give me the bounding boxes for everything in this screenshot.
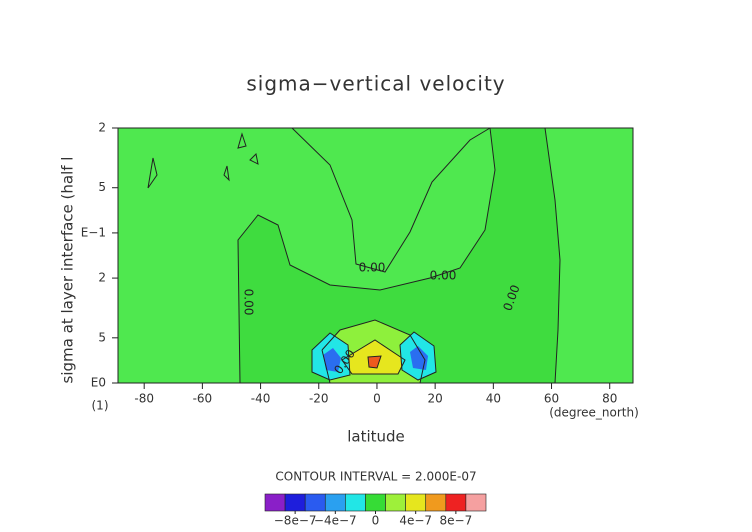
colorbar-tick-label: 4e−7 (399, 514, 432, 528)
x-tick-label: 20 (428, 392, 443, 406)
colorbar-box (324, 493, 346, 512)
contour-label: 0.00 (430, 269, 457, 283)
contour-line (237, 127, 496, 384)
field-region (292, 128, 490, 272)
contour-interval: CONTOUR INTERVAL = 2.000E-07 (275, 470, 476, 484)
contour-line (311, 331, 437, 381)
x-tick-label: -60 (193, 392, 213, 406)
y-axis-label: sigma at layer interface (half l (59, 157, 77, 384)
colorbar-box (465, 493, 487, 512)
colorbar-tick-label: 8e−7 (440, 514, 473, 528)
x-tick-label: 40 (486, 392, 501, 406)
x-tick-label: -20 (309, 392, 329, 406)
chart-title: sigma−vertical velocity (246, 72, 505, 96)
colorbar-box (445, 493, 467, 512)
colorbar-box (365, 493, 386, 512)
colorbar-tick-label: −4e−7 (314, 514, 357, 528)
x-tick-label: 0 (373, 392, 381, 406)
contour-line (321, 319, 426, 384)
colorbar-tick-label: −8e−7 (274, 514, 317, 528)
plot-frame (117, 127, 634, 384)
field-region (238, 128, 560, 383)
colorbar-box (345, 493, 366, 512)
contour-line (367, 355, 382, 369)
colorbar-box (385, 493, 406, 512)
contour-label: 0.00 (359, 261, 386, 275)
x-tick-label: 60 (544, 392, 559, 406)
contour-field (117, 127, 634, 384)
x-axis-label: latitude (347, 428, 405, 446)
colorbar-box (284, 493, 306, 512)
y-tick-label: E0 (91, 376, 106, 390)
colorbar-tick-label: 0 (372, 514, 380, 528)
x-tick-label: 80 (602, 392, 617, 406)
colorbar-box (264, 493, 286, 512)
contour-line (291, 127, 491, 273)
y-tick-label: 5 (98, 180, 106, 194)
y-unit: (1) (92, 399, 109, 413)
colorbar-box (425, 493, 447, 512)
y-tick-label: 2 (98, 121, 106, 135)
y-tick-label: 5 (98, 330, 106, 344)
field-region (323, 348, 341, 372)
contour-line (147, 132, 259, 189)
contour-label: 0.00 (242, 289, 256, 316)
colorbar-box (304, 493, 326, 512)
y-tick-label: E−1 (81, 225, 106, 239)
x-tick-label: -40 (251, 392, 271, 406)
field-region (410, 346, 428, 370)
y-tick-label: 2 (98, 271, 106, 285)
x-unit: (degree_north) (549, 406, 639, 420)
x-tick-label: -80 (134, 392, 154, 406)
colorbar-box (405, 493, 427, 512)
contour-line (544, 127, 561, 384)
